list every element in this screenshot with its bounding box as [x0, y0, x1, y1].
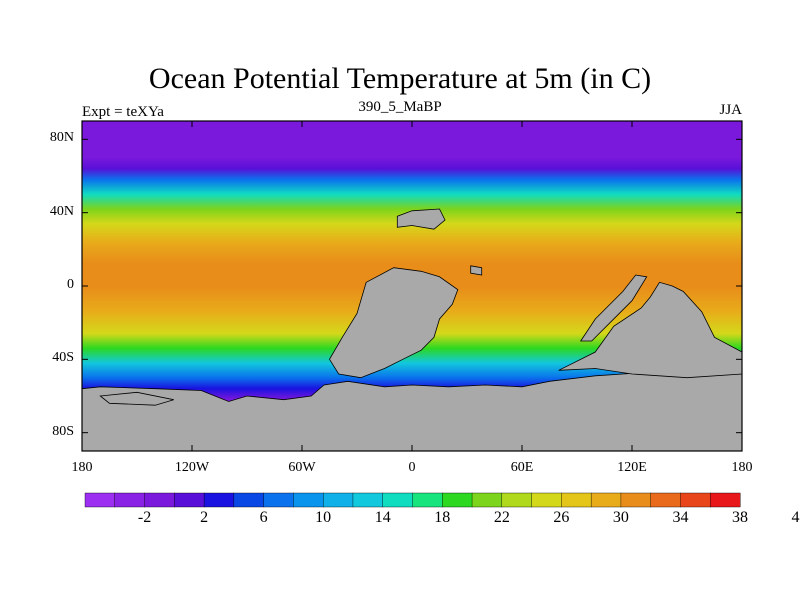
colorbar-swatch-2 — [144, 492, 175, 508]
colorbar-swatch-3 — [174, 492, 205, 508]
colorbar-swatch-19 — [650, 492, 681, 508]
land-gondwana-east — [558, 281, 743, 379]
colorbar-label-5: 18 — [434, 509, 451, 526]
colorbar-swatch-0 — [84, 492, 116, 508]
lat-label-2: 0 — [67, 277, 74, 292]
land-east-arc — [579, 274, 648, 342]
tick-layer — [81, 121, 743, 451]
colorbar-swatch-1 — [114, 492, 146, 508]
lat-label-4: 80S — [52, 423, 74, 439]
experiment-label: Expt = teXYa — [82, 104, 164, 120]
colorbar-label-0: -2 — [137, 509, 152, 526]
colorbar-swatch-11 — [412, 492, 443, 508]
colorbar-label-9: 34 — [672, 509, 689, 526]
colorbar-label-10: 38 — [732, 509, 748, 526]
colorbar-label-3: 10 — [315, 509, 332, 526]
lon-label-5: 120E — [617, 460, 647, 475]
lat-label-3: 40S — [52, 350, 74, 366]
colorbar-label-8: 30 — [612, 509, 629, 526]
colorbar-label-2: 6 — [259, 509, 268, 526]
colorbar-swatch-20 — [680, 492, 711, 508]
lon-label-6: 180 — [731, 460, 753, 475]
land-laurussia — [396, 208, 446, 230]
lon-label-1: 120W — [174, 460, 210, 475]
colorbar-swatch-18 — [620, 492, 652, 508]
colorbar-swatch-6 — [263, 492, 294, 508]
map-title: Ocean Potential Temperature at 5m (in C) — [148, 62, 652, 95]
colorbar-swatch-15 — [531, 492, 562, 508]
colorbar-swatch-12 — [442, 492, 473, 508]
colorbar-swatch-9 — [352, 492, 384, 508]
lat-label-1: 40N — [49, 203, 74, 219]
colorbar-swatch-7 — [293, 492, 324, 508]
colorbar-swatch-16 — [561, 492, 592, 508]
land-islands-mid — [470, 265, 483, 276]
land-layer — [81, 208, 743, 452]
lat-label-0: 80N — [49, 130, 74, 146]
lon-label-2: 60W — [288, 460, 316, 475]
colorbar-swatch-14 — [501, 492, 533, 508]
colorbar-label-1: 2 — [200, 509, 209, 526]
colorbar-swatch-13 — [471, 492, 503, 508]
land-south-lobe — [99, 391, 174, 406]
colorbar — [84, 492, 741, 508]
period-label: 390_5_MaBP — [358, 99, 442, 115]
colorbar-swatch-5 — [233, 492, 265, 508]
lon-label-0: 180 — [71, 460, 93, 475]
colorbar-label-11: 42 — [791, 509, 800, 526]
colorbar-label-4: 14 — [374, 509, 391, 526]
colorbar-swatch-8 — [322, 492, 354, 508]
colorbar-label-6: 22 — [493, 509, 510, 526]
lon-label-4: 60E — [510, 460, 534, 475]
colorbar-swatch-21 — [710, 492, 741, 508]
colorbar-swatch-17 — [590, 492, 622, 508]
colorbar-swatch-4 — [203, 492, 235, 508]
land-gondwana-west — [329, 267, 459, 379]
lon-label-3: 0 — [408, 460, 416, 475]
colorbar-label-7: 26 — [553, 509, 570, 526]
season-label: JJA — [719, 102, 742, 118]
colorbar-swatch-10 — [382, 492, 414, 508]
